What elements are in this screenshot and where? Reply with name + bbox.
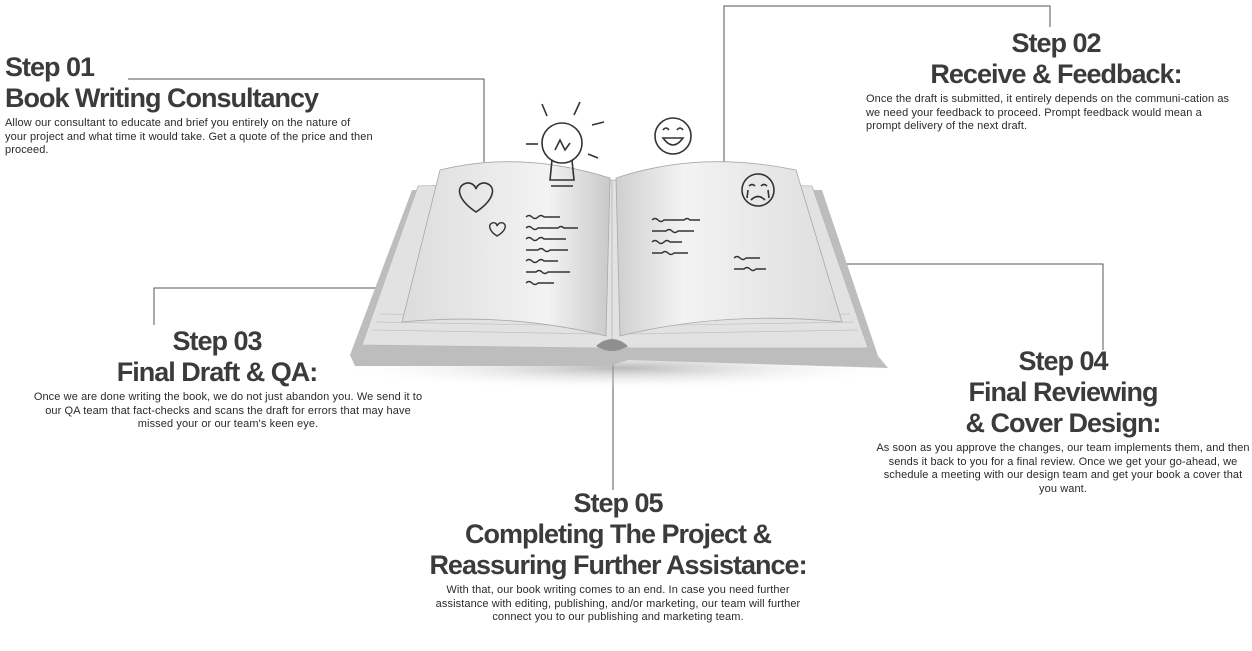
step-04-number: Step 04 — [1018, 346, 1108, 376]
step-05-number: Step 05 — [573, 488, 663, 518]
step-05-title-line-2: Reassuring Further Assistance: — [429, 550, 807, 580]
step-05-title-line-1: Completing The Project & — [464, 519, 772, 549]
laughing-face-icon — [654, 117, 692, 155]
step-03-title: Final Draft & QA: — [116, 357, 319, 387]
step-05-description: With that, our book writing comes to an … — [435, 584, 801, 623]
left-page — [401, 161, 611, 337]
step-02-title: Receive & Feedback: — [930, 59, 1182, 89]
small-heart-icon — [489, 222, 506, 237]
connector-step-01 — [128, 78, 485, 162]
step-04-heading: Step 04 Final Reviewing & Cover Design: — [874, 346, 1252, 439]
step-04-title-line-1: Final Reviewing — [968, 377, 1158, 407]
step-04-block: Step 04 Final Reviewing & Cover Design: … — [874, 346, 1252, 496]
step-02-number: Step 02 — [1011, 28, 1101, 58]
step-01-block: Step 01 Book Writing Consultancy Allow o… — [5, 52, 375, 158]
step-03-heading: Step 03 Final Draft & QA: — [6, 326, 428, 388]
step-04-title-line-2: & Cover Design: — [965, 408, 1161, 438]
step-05-block: Step 05 Completing The Project & Reassur… — [395, 488, 841, 625]
right-page — [615, 161, 843, 337]
step-03-block: Step 03 Final Draft & QA: Once we are do… — [28, 326, 428, 432]
step-02-description: Once the draft is submitted, it entirely… — [866, 93, 1230, 132]
step-03-description: Once we are done writing the book, we do… — [33, 391, 423, 430]
step-01-description: Allow our consultant to educate and brie… — [5, 117, 373, 156]
heart-icon — [458, 182, 494, 213]
step-05-heading: Step 05 Completing The Project & Reassur… — [395, 488, 841, 581]
connector-step-02 — [723, 5, 1051, 172]
connector-step-03 — [153, 287, 472, 325]
book-spine — [596, 339, 628, 351]
lightbulb-icon — [526, 101, 605, 187]
page-scribbles — [525, 214, 766, 286]
step-01-title: Book Writing Consultancy — [5, 83, 319, 113]
step-04-description: As soon as you approve the changes, our … — [876, 442, 1250, 495]
step-02-block: Step 02 Receive & Feedback: Once the dra… — [866, 28, 1246, 134]
crying-face-icon — [741, 173, 775, 207]
step-03-number: Step 03 — [172, 326, 262, 356]
step-02-heading: Step 02 Receive & Feedback: — [866, 28, 1246, 90]
step-01-number: Step 01 — [5, 52, 95, 82]
connector-step-04 — [794, 263, 1104, 350]
step-01-heading: Step 01 Book Writing Consultancy — [5, 52, 375, 114]
